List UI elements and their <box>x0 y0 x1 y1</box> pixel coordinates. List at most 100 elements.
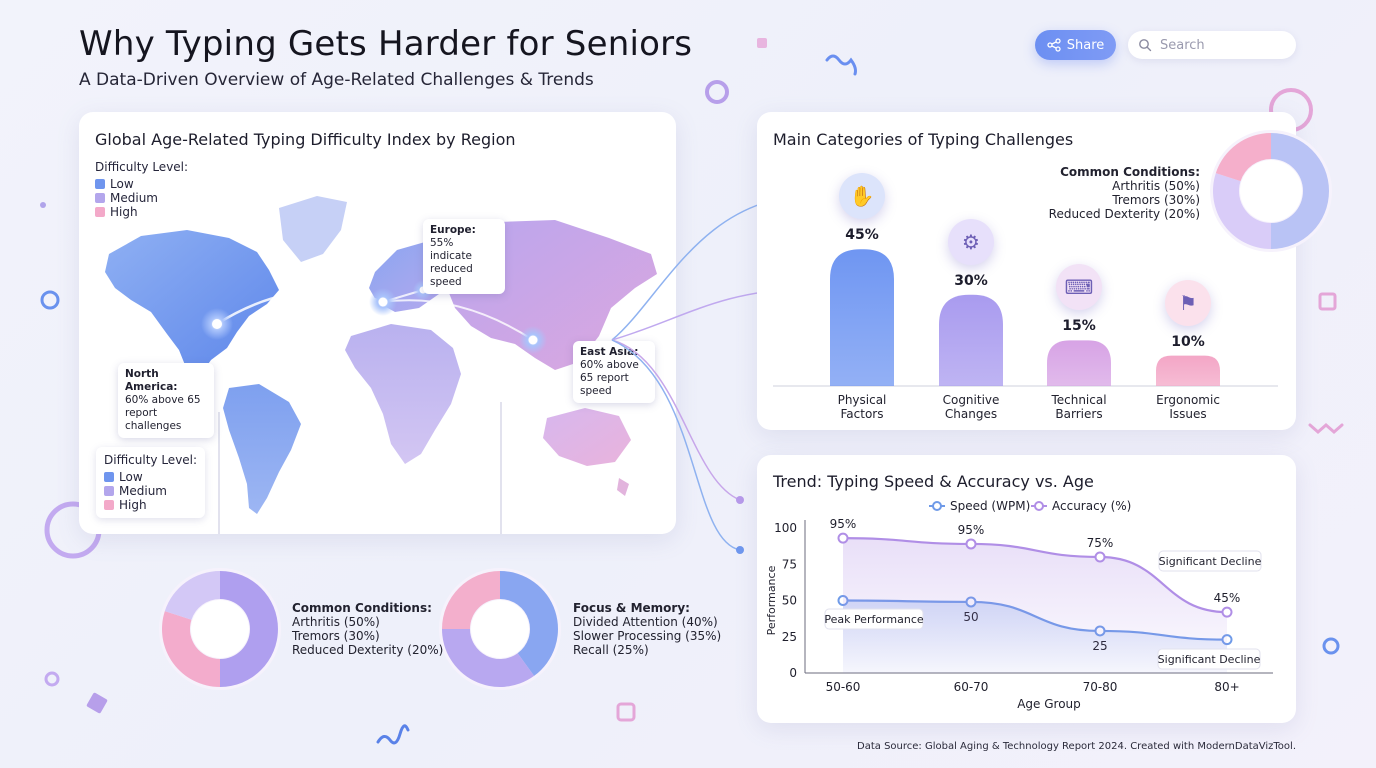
bar-value-label: 30% <box>954 272 988 289</box>
legend-medium-b: Medium <box>119 484 167 498</box>
svg-text:Significant Decline: Significant Decline <box>1159 555 1262 568</box>
donut-mid-item: Slower Processing (35%) <box>573 629 722 643</box>
y-tick-label: 25 <box>782 630 797 644</box>
bar-category-label: Ergonomic Issues <box>1156 393 1220 421</box>
bar-category-label: Cognitive Changes <box>942 393 1000 421</box>
search-icon <box>1139 39 1152 52</box>
bar-chart-title: Main Categories of Typing Challenges <box>773 130 1074 149</box>
donut-left-item: Reduced Dexterity (20%) <box>292 643 444 657</box>
annotation-decline-accuracy: Significant Decline <box>1158 550 1262 572</box>
brain-icon: ⚙ <box>948 218 994 265</box>
donut-mid-slice-2 <box>442 629 535 687</box>
bar-value-label: 10% <box>1171 333 1205 350</box>
bar-3 <box>1047 340 1111 386</box>
x-tick-label: 60-70 <box>954 680 989 694</box>
legend-medium: Medium <box>110 191 158 205</box>
map-north-america <box>105 230 279 374</box>
legend-low: Low <box>110 177 134 191</box>
svg-text:Accuracy (%): Accuracy (%) <box>1052 499 1131 513</box>
data-label: 45% <box>1214 591 1241 605</box>
bar-card-conditions-heading: Common Conditions: <box>1060 165 1200 179</box>
legend-swatch-high-b <box>104 500 114 510</box>
point-series-2 <box>1221 606 1233 618</box>
trend-chart-card: Trend: Typing Speed & Accuracy vs. Age 0… <box>757 455 1296 723</box>
map-south-america <box>223 384 301 514</box>
bar-card-conditions-item: Reduced Dexterity (20%) <box>1048 207 1200 221</box>
donut-mid-item: Recall (25%) <box>573 643 649 657</box>
x-axis-label: Age Group <box>1017 697 1081 711</box>
legend-swatch-low-b <box>104 472 114 482</box>
svg-text:Speed (WPM): Speed (WPM) <box>950 499 1030 513</box>
bar-chart <box>773 249 1278 387</box>
legend-swatch-medium <box>95 193 105 203</box>
legend-high-b: High <box>119 498 147 512</box>
map-legend-bottom: Difficulty Level: Low Medium High <box>96 447 206 518</box>
donut-chart-conditions-right <box>1210 130 1332 252</box>
y-tick-label: 50 <box>782 594 797 608</box>
share-button[interactable]: Share <box>1035 30 1116 60</box>
donut-right-slice-1 <box>1271 133 1329 249</box>
map-africa <box>345 324 461 464</box>
map-greenland <box>279 196 347 262</box>
y-tick-label: 0 <box>789 666 797 680</box>
donut-left-slice-3 <box>164 571 220 620</box>
search-placeholder: Search <box>1160 37 1205 53</box>
bar-category-label: Technical Barriers <box>1051 393 1107 421</box>
callout-east-asia-text: 60% above 65 report speed <box>580 359 639 397</box>
line-chart: 0 25 50 75 100 50-60 60-70 70-80 80+ Age Group Per… <box>765 499 1273 711</box>
donut-chart-conditions-left <box>159 568 281 690</box>
area-series-2 <box>843 538 1227 673</box>
keyboard-icon: ⌨ <box>1056 264 1102 311</box>
callout-north-america-text: 60% above 65 report challenges <box>125 394 201 432</box>
donut-mid-slice-3 <box>442 571 500 629</box>
page-subtitle: A Data-Driven Overview of Age-Related Ch… <box>79 70 594 90</box>
search-input[interactable]: Search <box>1128 31 1296 59</box>
footer-source: Data Source: Global Aging & Technology R… <box>857 741 1296 752</box>
callout-east-asia: East Asia: 60% above 65 report speed <box>573 341 655 403</box>
legend-low-b: Low <box>119 470 143 484</box>
line-series-2 <box>842 537 1228 614</box>
point-series-2 <box>965 538 977 550</box>
point-series-2 <box>1094 551 1106 563</box>
donut-left-legend: Common Conditions: Arthritis (50%) Tremo… <box>292 601 443 657</box>
donut-chart-focus-memory <box>439 568 561 690</box>
bar-2 <box>939 294 1003 386</box>
donut-mid-heading: Focus & Memory: <box>573 601 690 615</box>
bar-card-conditions: Common Conditions: Arthritis (50%) Tremo… <box>1049 165 1200 221</box>
x-tick-label: 70-80 <box>1083 680 1118 694</box>
donut-mid-slice-1 <box>500 571 558 676</box>
legend-item-series-1: Speed (WPM) <box>929 499 1030 513</box>
legend-swatch-medium-b <box>104 486 114 496</box>
bar-4 <box>1156 355 1220 386</box>
x-tick-label: 50-60 <box>826 680 861 694</box>
bar-1 <box>830 249 894 386</box>
callout-east-asia-heading: East Asia: <box>580 346 639 358</box>
x-tick-label: 80+ <box>1214 680 1239 694</box>
page-title: Why Typing Gets Harder for Seniors <box>79 24 693 64</box>
callout-europe-text: 55% indicate reduced speed <box>430 237 473 288</box>
legend-swatch-high <box>95 207 105 217</box>
share-label: Share <box>1066 37 1105 53</box>
data-label: 75% <box>1087 536 1114 550</box>
donut-left-item: Tremors (30%) <box>292 629 380 643</box>
chair-icon: ⚑ <box>1165 279 1211 326</box>
trend-chart-title: Trend: Typing Speed & Accuracy vs. Age <box>773 472 1094 491</box>
donut-left-slice-2 <box>162 611 220 687</box>
callout-north-america-heading: North America: <box>125 368 178 393</box>
legend-item-series-2: Accuracy (%) <box>1031 499 1131 513</box>
donut-left-item: Arthritis (50%) <box>292 615 380 629</box>
map-card-title: Global Age-Related Typing Difficulty Ind… <box>95 130 516 149</box>
legend-title-bottom: Difficulty Level: <box>104 453 198 467</box>
map-australia <box>543 408 631 466</box>
donut-right-slice-3 <box>1215 133 1271 182</box>
share-icon <box>1047 38 1061 52</box>
bar-value-label: 45% <box>845 227 879 244</box>
callout-north-america: North America: 60% above 65 report chall… <box>118 363 214 438</box>
y-tick-label: 100 <box>774 521 797 535</box>
hand-icon: ✋ <box>839 173 885 220</box>
svg-text:Peak Performance: Peak Performance <box>824 613 924 626</box>
bar-card-conditions-item: Tremors (30%) <box>1112 193 1200 207</box>
donut-right-slice-2 <box>1213 173 1271 249</box>
bar-chart-card: Main Categories of Typing Challenges Com… <box>757 112 1296 430</box>
svg-text:Significant Decline: Significant Decline <box>1158 653 1261 666</box>
